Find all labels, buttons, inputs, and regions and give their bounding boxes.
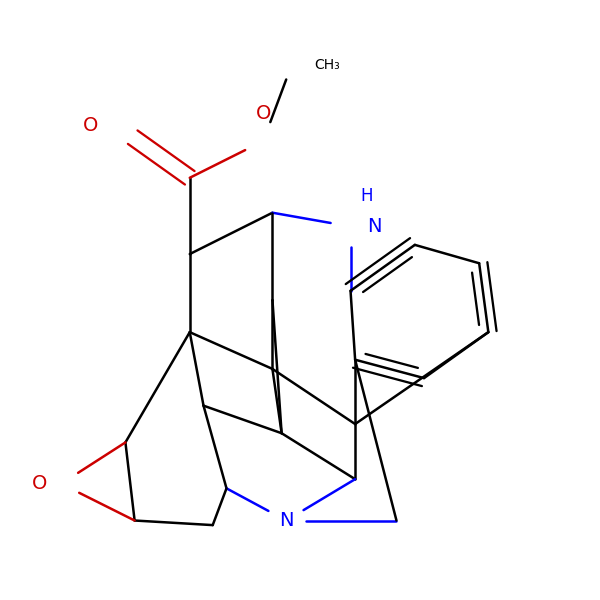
- Text: CH₃: CH₃: [314, 58, 340, 72]
- Text: H: H: [361, 187, 373, 205]
- Text: O: O: [82, 116, 98, 135]
- Text: N: N: [367, 217, 382, 236]
- Text: O: O: [32, 474, 47, 493]
- Text: O: O: [256, 104, 271, 122]
- Text: N: N: [279, 511, 293, 530]
